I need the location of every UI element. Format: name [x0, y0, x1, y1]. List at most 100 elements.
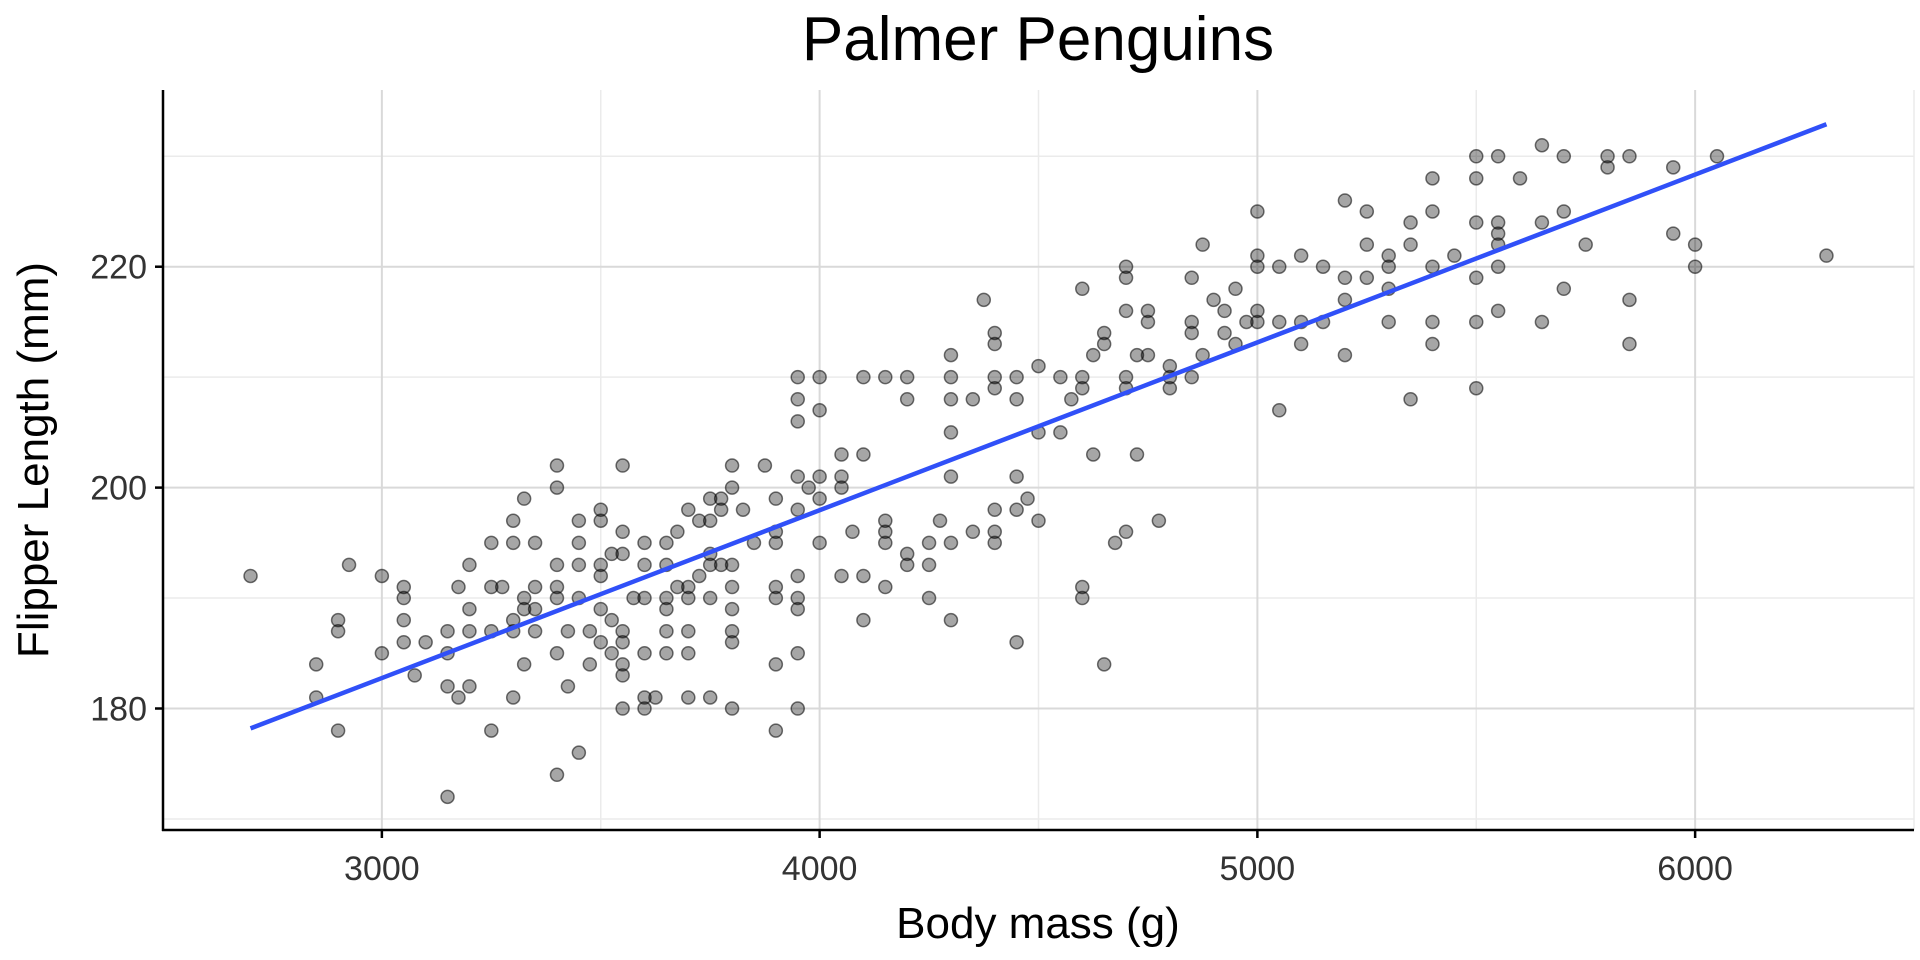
data-point	[1381, 259, 1396, 274]
data-point	[812, 403, 827, 418]
data-point	[768, 723, 784, 738]
data-point	[724, 579, 740, 595]
x-axis-ticks: 3000 4000 5000 6000	[344, 830, 1733, 888]
data-point	[582, 657, 598, 672]
data-point	[1064, 392, 1079, 407]
data-point	[626, 590, 641, 606]
data-point	[1228, 281, 1243, 297]
data-point	[604, 612, 619, 628]
data-point	[943, 469, 959, 484]
data-point	[1009, 469, 1024, 484]
x-tick-label: 3000	[344, 850, 420, 888]
data-point	[1665, 226, 1681, 241]
data-point	[987, 336, 1002, 352]
data-point	[921, 557, 937, 573]
data-point	[1195, 237, 1210, 252]
data-point	[341, 557, 357, 573]
data-point	[462, 601, 477, 617]
data-point	[418, 634, 433, 650]
data-point	[484, 723, 499, 738]
data-point	[1075, 590, 1090, 606]
data-point	[527, 623, 543, 639]
data-point	[330, 623, 346, 639]
data-point	[571, 535, 587, 551]
data-point	[943, 392, 959, 407]
data-point	[1534, 137, 1550, 153]
data-point	[834, 447, 849, 462]
x-tick-label: 5000	[1220, 850, 1296, 888]
data-point	[549, 458, 565, 473]
data-point	[1622, 292, 1637, 308]
data-point	[1118, 369, 1134, 385]
data-point	[724, 458, 740, 473]
data-point	[1403, 237, 1418, 252]
data-point	[1184, 325, 1199, 341]
data-point	[1272, 259, 1287, 274]
data-point	[899, 369, 915, 385]
data-point	[1075, 369, 1090, 385]
data-point	[396, 590, 412, 606]
data-point	[1118, 259, 1134, 274]
data-point	[637, 590, 652, 606]
data-point	[549, 767, 565, 783]
data-point	[396, 634, 412, 650]
data-point	[1556, 149, 1572, 164]
data-point	[1490, 259, 1506, 274]
data-point	[1469, 270, 1484, 286]
data-point	[1184, 270, 1199, 286]
data-point	[571, 513, 587, 528]
data-point	[516, 601, 532, 617]
data-point	[790, 590, 805, 606]
data-point	[330, 612, 346, 628]
data-point	[462, 557, 477, 573]
data-point	[1009, 502, 1024, 517]
data-point	[604, 546, 619, 562]
data-point	[724, 701, 740, 716]
data-point	[549, 646, 565, 661]
data-point	[1217, 325, 1232, 341]
data-point	[516, 590, 532, 606]
data-points	[243, 137, 1834, 805]
data-point	[440, 789, 455, 805]
data-point	[495, 579, 510, 595]
data-point	[1469, 380, 1484, 396]
data-point	[604, 646, 619, 661]
data-point	[1665, 160, 1681, 175]
data-point	[593, 557, 608, 573]
data-point	[1140, 347, 1156, 363]
data-point	[308, 657, 324, 672]
data-point	[681, 502, 696, 517]
data-point	[1118, 270, 1134, 286]
data-point	[659, 601, 674, 617]
data-point	[516, 657, 532, 672]
data-point	[856, 447, 871, 462]
data-point	[1250, 259, 1265, 274]
data-point	[440, 623, 455, 639]
data-point	[1425, 204, 1440, 219]
data-point	[691, 568, 707, 584]
data-point	[790, 392, 805, 407]
data-point	[1184, 314, 1199, 330]
data-point	[1600, 149, 1615, 164]
y-tick-label: 220	[90, 249, 147, 287]
data-point	[560, 679, 576, 694]
data-point	[1534, 314, 1550, 330]
data-point	[724, 480, 740, 495]
data-point	[790, 414, 805, 429]
data-point	[1490, 226, 1506, 241]
data-point	[1490, 149, 1506, 164]
data-point	[1129, 347, 1145, 363]
data-point	[549, 579, 565, 595]
data-point	[724, 623, 740, 639]
y-axis-title: Flipper Length (mm)	[9, 262, 58, 658]
data-point	[987, 502, 1002, 517]
data-point	[659, 623, 674, 639]
data-point	[1009, 392, 1024, 407]
data-point	[1250, 314, 1265, 330]
data-point	[713, 491, 729, 506]
data-point	[593, 513, 608, 528]
data-point	[681, 623, 696, 639]
data-point	[505, 535, 521, 551]
data-point	[637, 690, 652, 705]
data-point	[790, 646, 805, 661]
